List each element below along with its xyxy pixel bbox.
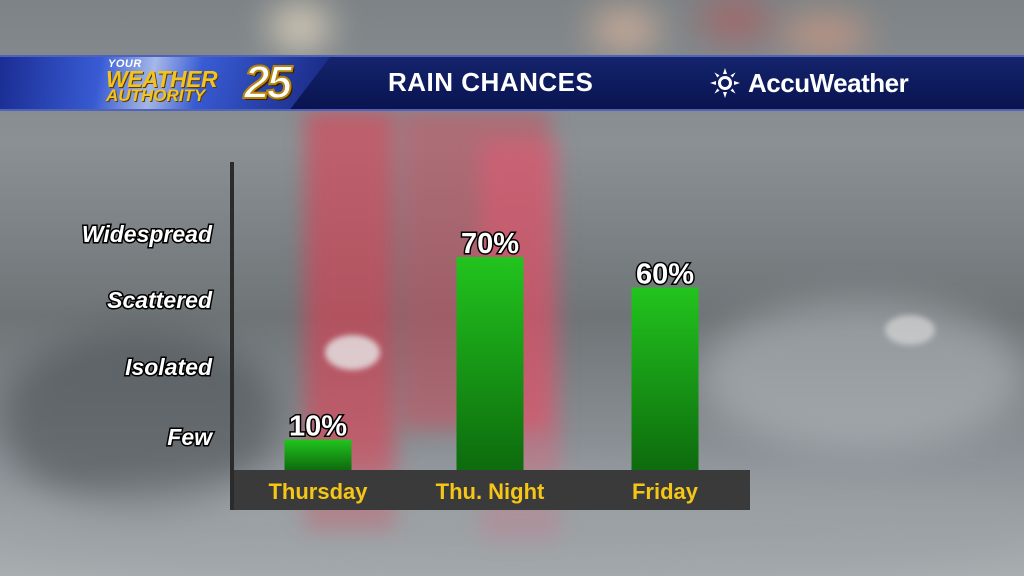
y-category-label-few: Few xyxy=(167,424,214,450)
header-bar: YOUR WEATHER AUTHORITY 25 RAIN CHANCES A… xyxy=(0,55,1024,111)
x-tick-label: Thursday xyxy=(268,479,368,504)
bar-thursday xyxy=(284,439,352,470)
x-tick-label: Thu. Night xyxy=(436,479,545,504)
value-label: 10% xyxy=(289,411,347,443)
logo-channel-number: 25 xyxy=(243,55,293,109)
x-tick-label: Friday xyxy=(632,479,699,504)
sun-icon xyxy=(710,68,740,98)
x-axis-band xyxy=(234,470,750,510)
y-category-label-widespread: Widespread xyxy=(82,221,213,247)
y-category-label-isolated: Isolated xyxy=(125,354,213,380)
provider-name: AccuWeather xyxy=(748,67,909,98)
logo-your-text: YOUR xyxy=(108,58,142,70)
page-title: RAIN CHANCES xyxy=(388,67,594,97)
bar-friday xyxy=(631,287,699,470)
logo-authority-text: AUTHORITY xyxy=(106,86,206,105)
bar-thu-night xyxy=(456,256,524,470)
value-label: 70% xyxy=(461,228,519,260)
accuweather-logo: AccuWeather xyxy=(710,67,909,98)
value-label: 60% xyxy=(636,258,694,290)
y-category-label-scattered: Scattered xyxy=(107,287,213,313)
header-rays xyxy=(0,57,330,109)
logo-weather-text: WEATHER xyxy=(106,66,218,92)
station-logo: YOUR WEATHER AUTHORITY 25 xyxy=(104,55,314,109)
